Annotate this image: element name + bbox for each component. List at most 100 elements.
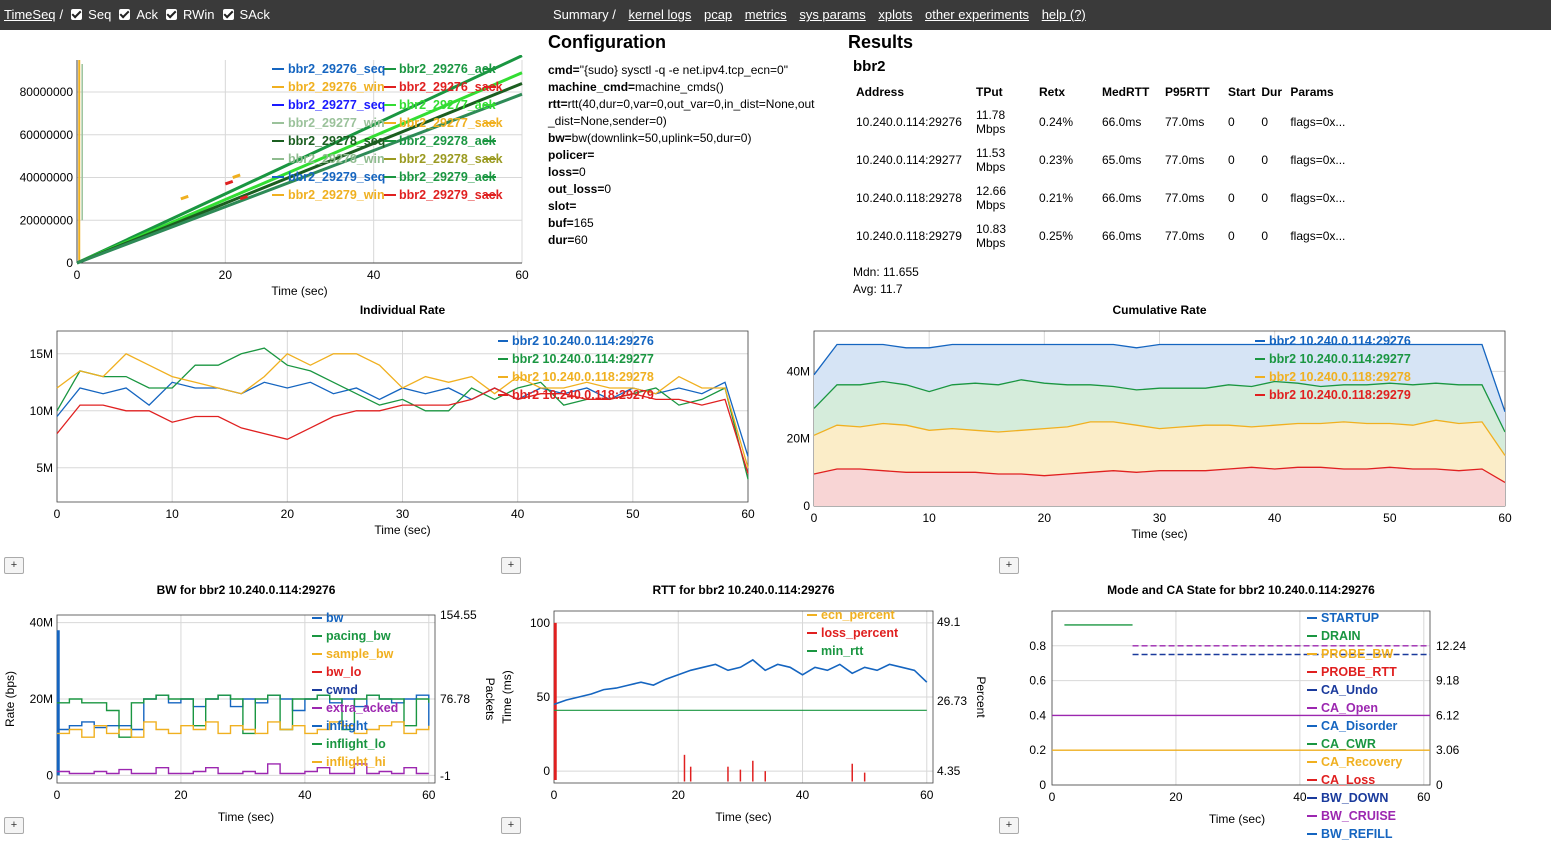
series-line bbox=[57, 694, 430, 738]
xplots-link[interactable]: xplots bbox=[878, 7, 913, 22]
expand-button[interactable]: + bbox=[999, 557, 1019, 574]
y2-tick-label: 9.18 bbox=[1436, 674, 1460, 688]
metrics-link[interactable]: metrics bbox=[744, 7, 787, 22]
legend-entry: BW_DOWN bbox=[1321, 791, 1388, 805]
seq-line bbox=[76, 71, 523, 265]
y-tick-label: 0 bbox=[803, 499, 810, 513]
pcap-link[interactable]: pcap bbox=[703, 7, 733, 22]
expand-button[interactable]: + bbox=[4, 817, 24, 834]
legend-entry: bbr2_29277_sack bbox=[399, 116, 503, 130]
legend-entry: bbr2_29276_seq bbox=[288, 62, 385, 76]
plot-frame bbox=[1051, 610, 1431, 786]
checkbox-checked-icon[interactable] bbox=[119, 9, 131, 20]
individual-rate-chart[interactable]: Individual Rate 0 10 20 30 40 50 60 5M 10M 15M Time… bbox=[0, 298, 770, 543]
legend-entry: extra_acked bbox=[326, 701, 398, 715]
chart-title: Mode and CA State for bbr2 10.240.0.114:… bbox=[1107, 583, 1375, 597]
bw-chart[interactable]: BW for bbr2 10.240.0.114:29276 0 20 40 60 0 20… bbox=[0, 578, 500, 828]
config-row: rtt=rtt(40,dur=0,var=0,out_var=0,in_dist… bbox=[548, 96, 820, 130]
legend-entry: CA_Open bbox=[1321, 701, 1378, 715]
table-cell: 11.78 Mbps bbox=[976, 108, 1006, 136]
expand-button[interactable]: + bbox=[4, 557, 24, 574]
table-cell: 0 bbox=[1228, 191, 1235, 205]
column-header: Start bbox=[1228, 85, 1256, 99]
chart-title: Cumulative Rate bbox=[1112, 303, 1206, 317]
legend-entry: STARTUP bbox=[1321, 611, 1379, 625]
rwin-checkbox[interactable]: RWin bbox=[165, 7, 215, 22]
x-tick-label: 60 bbox=[515, 268, 529, 282]
x-tick-label: 10 bbox=[165, 507, 179, 521]
x-tick-label: 60 bbox=[741, 507, 755, 521]
x-tick-label: 40 bbox=[1293, 790, 1307, 804]
sack-mark bbox=[180, 194, 189, 201]
results-title: Results bbox=[848, 32, 914, 52]
table-cell: 0 bbox=[1228, 153, 1235, 167]
seq-checkbox[interactable]: Seq bbox=[71, 7, 111, 22]
checkbox-checked-icon[interactable] bbox=[222, 9, 234, 20]
x-tick-label: 0 bbox=[54, 507, 61, 521]
timeseq-link[interactable]: TimeSeq bbox=[4, 7, 56, 22]
config-key: out_loss= bbox=[548, 182, 605, 196]
x-tick-label: 40 bbox=[367, 268, 381, 282]
series-line bbox=[813, 343, 1506, 413]
y2-tick-label: 0 bbox=[1436, 778, 1443, 792]
table-cell: 0.21% bbox=[1039, 191, 1074, 205]
sack-label: SAck bbox=[239, 7, 270, 22]
results-table: Address TPut Retx MedRTT P95RTT Start Dur Param… bbox=[853, 81, 1357, 255]
view-toggles: TimeSeq / Seq Ack RWin SAck bbox=[4, 7, 270, 22]
legend-entry: bw bbox=[326, 611, 344, 625]
checkbox-checked-icon[interactable] bbox=[71, 9, 83, 20]
legend-entry: PROBE_BW bbox=[1321, 647, 1393, 661]
legend-entry: CA_Undo bbox=[1321, 683, 1378, 697]
timeseq-separator: / bbox=[59, 7, 64, 22]
series-line bbox=[56, 387, 749, 474]
sack-checkbox[interactable]: SAck bbox=[222, 7, 270, 22]
x-axis-label: Time (sec) bbox=[715, 810, 771, 824]
legend-entry: PROBE_RTT bbox=[1321, 665, 1397, 679]
y-tick-label: 100 bbox=[530, 616, 550, 630]
legend-entry: inflight bbox=[326, 719, 368, 733]
legend-entry: BW_REFILL bbox=[1321, 827, 1393, 841]
rtt-chart[interactable]: RTT for bbr2 10.240.0.114:29276 0 20 40 60 0 5… bbox=[497, 578, 997, 828]
config-row: slot= bbox=[548, 198, 820, 215]
other-experiments-link[interactable]: other experiments bbox=[925, 7, 1030, 22]
table-cell: 66.0ms bbox=[1102, 229, 1142, 243]
series-line bbox=[57, 721, 430, 738]
expand-button[interactable]: + bbox=[501, 557, 521, 574]
column-header: P95RTT bbox=[1165, 85, 1210, 99]
seq-line bbox=[76, 82, 523, 265]
config-value: 60 bbox=[574, 233, 588, 247]
table-cell: 66.0ms bbox=[1102, 191, 1142, 205]
config-key: policer= bbox=[548, 148, 595, 162]
chart-title: BW for bbr2 10.240.0.114:29276 bbox=[157, 583, 336, 597]
top-navigation-bar: TimeSeq / Seq Ack RWin SAck Summary / ke… bbox=[0, 0, 1551, 30]
config-value: "{sudo} sysctl -q -e net.ipv4.tcp_ecn=0" bbox=[579, 63, 788, 77]
config-row: out_loss=0 bbox=[548, 181, 820, 198]
y-tick-label: 20000000 bbox=[20, 213, 74, 227]
configuration-title: Configuration bbox=[548, 32, 666, 52]
column-header: Params bbox=[1290, 85, 1334, 99]
expand-button[interactable]: + bbox=[999, 817, 1019, 834]
legend-entry: inflight_hi bbox=[326, 755, 386, 769]
series-line bbox=[57, 763, 429, 775]
table-cell: 66.0ms bbox=[1102, 115, 1142, 129]
ack-checkbox[interactable]: Ack bbox=[119, 7, 158, 22]
timeseq-chart[interactable]: 0 20 40 60 0 20000000 40000000 60000000 80000000… bbox=[0, 55, 540, 300]
config-value: 165 bbox=[573, 216, 594, 230]
table-cell: 0 bbox=[1261, 115, 1269, 129]
ack-label: Ack bbox=[136, 7, 158, 22]
legend-entry: CA_CWR bbox=[1321, 737, 1376, 751]
x-tick-label: 60 bbox=[422, 788, 436, 802]
help-link[interactable]: help (?) bbox=[1041, 7, 1086, 22]
kernel-logs-link[interactable]: kernel logs bbox=[628, 7, 692, 22]
config-value: 0 bbox=[604, 182, 612, 196]
cumulative-rate-chart[interactable]: Cumulative Rate 0 10 20 30 40 50 60 0 20M 40M Time … bbox=[770, 298, 1551, 543]
expand-button[interactable]: + bbox=[501, 817, 521, 834]
table-cell: 0.23% bbox=[1039, 153, 1074, 167]
y-tick-label: 60000000 bbox=[20, 128, 74, 142]
sys-params-link[interactable]: sys params bbox=[799, 7, 866, 22]
y-tick-label: 5M bbox=[36, 461, 53, 475]
mode-ca-state-chart[interactable]: Mode and CA State for bbr2 10.240.0.114:… bbox=[995, 578, 1551, 843]
checkbox-checked-icon[interactable] bbox=[165, 9, 177, 20]
legend-entry: bbr2_29276_win bbox=[288, 80, 385, 94]
series-line bbox=[813, 466, 1506, 483]
